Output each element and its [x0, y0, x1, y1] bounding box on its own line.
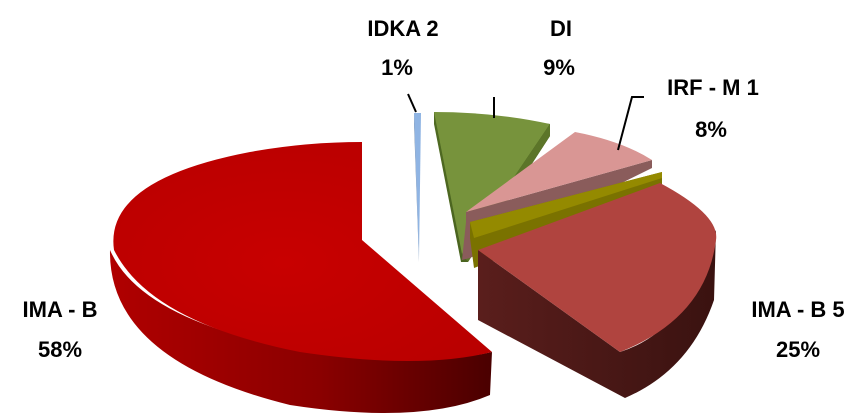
leader-line-idka-2 — [407, 93, 417, 113]
label-ima-b-5: IMA - B 5 — [751, 297, 844, 322]
pct-label-ima-b: 58% — [38, 337, 82, 362]
label-idka-2: IDKA 2 — [367, 16, 438, 41]
label-di: DI — [550, 16, 572, 41]
pie-slice-idka-2 — [414, 113, 421, 262]
pct-label-idka-2: 1% — [381, 55, 413, 80]
leader-line-irf-m-1 — [617, 96, 644, 151]
pct-label-di: 9% — [543, 55, 575, 80]
pie-slice-ima-b — [109, 142, 492, 413]
label-ima-b: IMA - B — [23, 297, 98, 322]
pct-label-irf-m-1: 8% — [695, 117, 727, 142]
pct-label-ima-b-5: 25% — [776, 337, 820, 362]
pie-slice-ima-b-5 — [478, 183, 717, 398]
label-irf-m-1: IRF - M 1 — [667, 75, 759, 100]
